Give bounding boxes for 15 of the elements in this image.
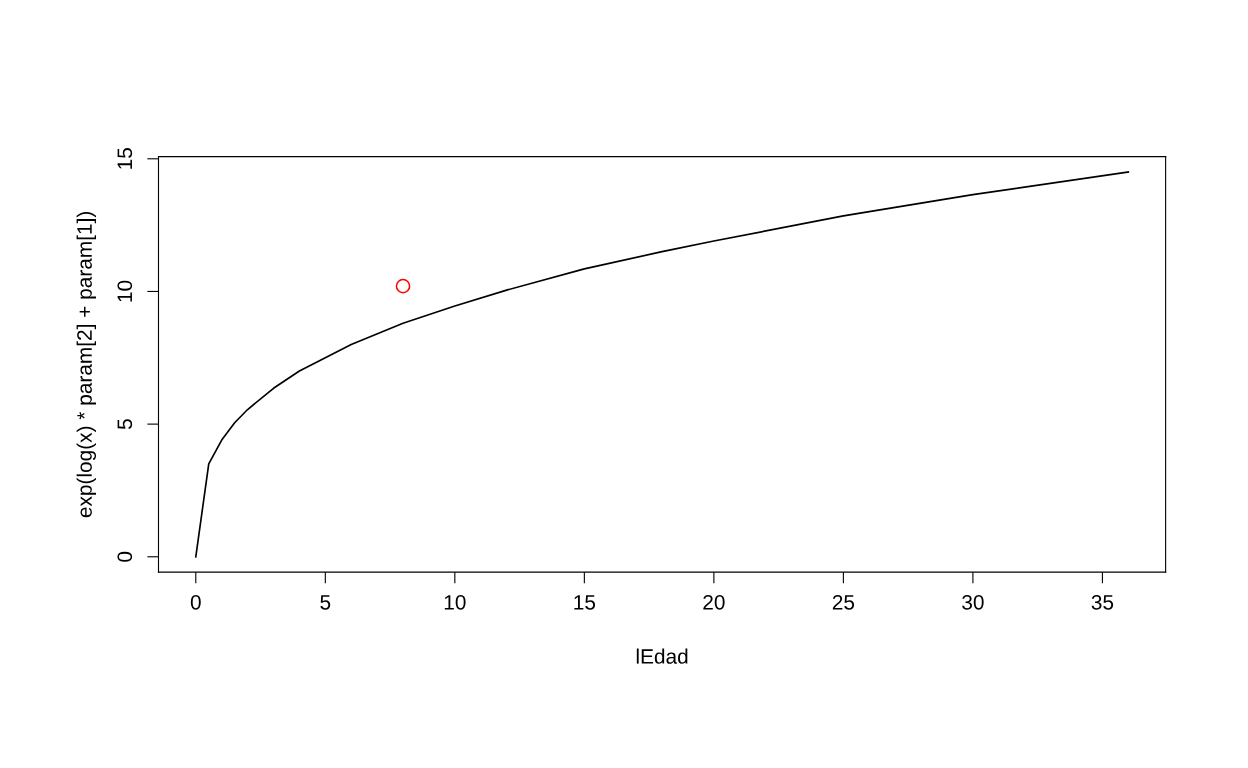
x-tick-label: 10 bbox=[444, 594, 466, 610]
y-axis-title: exp(log(x) * param[2] + param[1]) bbox=[76, 211, 97, 518]
y-tick-label: 5 bbox=[117, 419, 133, 430]
x-tick-label: 25 bbox=[832, 594, 855, 610]
x-tick-label: 35 bbox=[1091, 594, 1114, 610]
x-tick-label: 5 bbox=[320, 595, 331, 610]
line-series bbox=[194, 171, 1130, 558]
x-tick-label: 15 bbox=[574, 595, 596, 610]
x-tick-label: 30 bbox=[962, 594, 984, 610]
x-tick-label: 20 bbox=[703, 594, 725, 610]
x-tick-label: 0 bbox=[190, 594, 201, 610]
x-axis-title: lEdad bbox=[636, 648, 688, 664]
y-tick-label: 10 bbox=[117, 280, 133, 302]
y-tick-label: 15 bbox=[117, 148, 133, 169]
y-tick-label: 0 bbox=[117, 551, 133, 562]
